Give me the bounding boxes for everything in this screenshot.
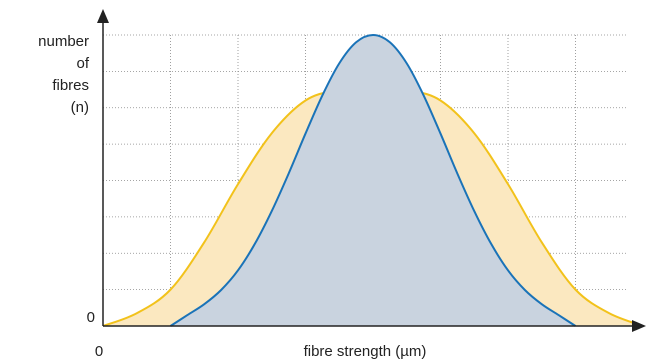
x-axis-arrow xyxy=(632,320,646,332)
y-axis-label: fibres xyxy=(52,77,89,94)
y-axis-arrow xyxy=(97,9,109,23)
y-axis-label: (n) xyxy=(71,99,89,116)
x-axis-label: fibre strength (µm) xyxy=(304,343,427,360)
y-axis-label: number xyxy=(38,33,89,50)
y-tick-label: 0 xyxy=(87,309,95,326)
area-fill xyxy=(170,35,576,326)
area-line xyxy=(169,33,577,327)
y-axis-label: of xyxy=(76,55,89,72)
x-tick-label: 0 xyxy=(95,343,103,360)
